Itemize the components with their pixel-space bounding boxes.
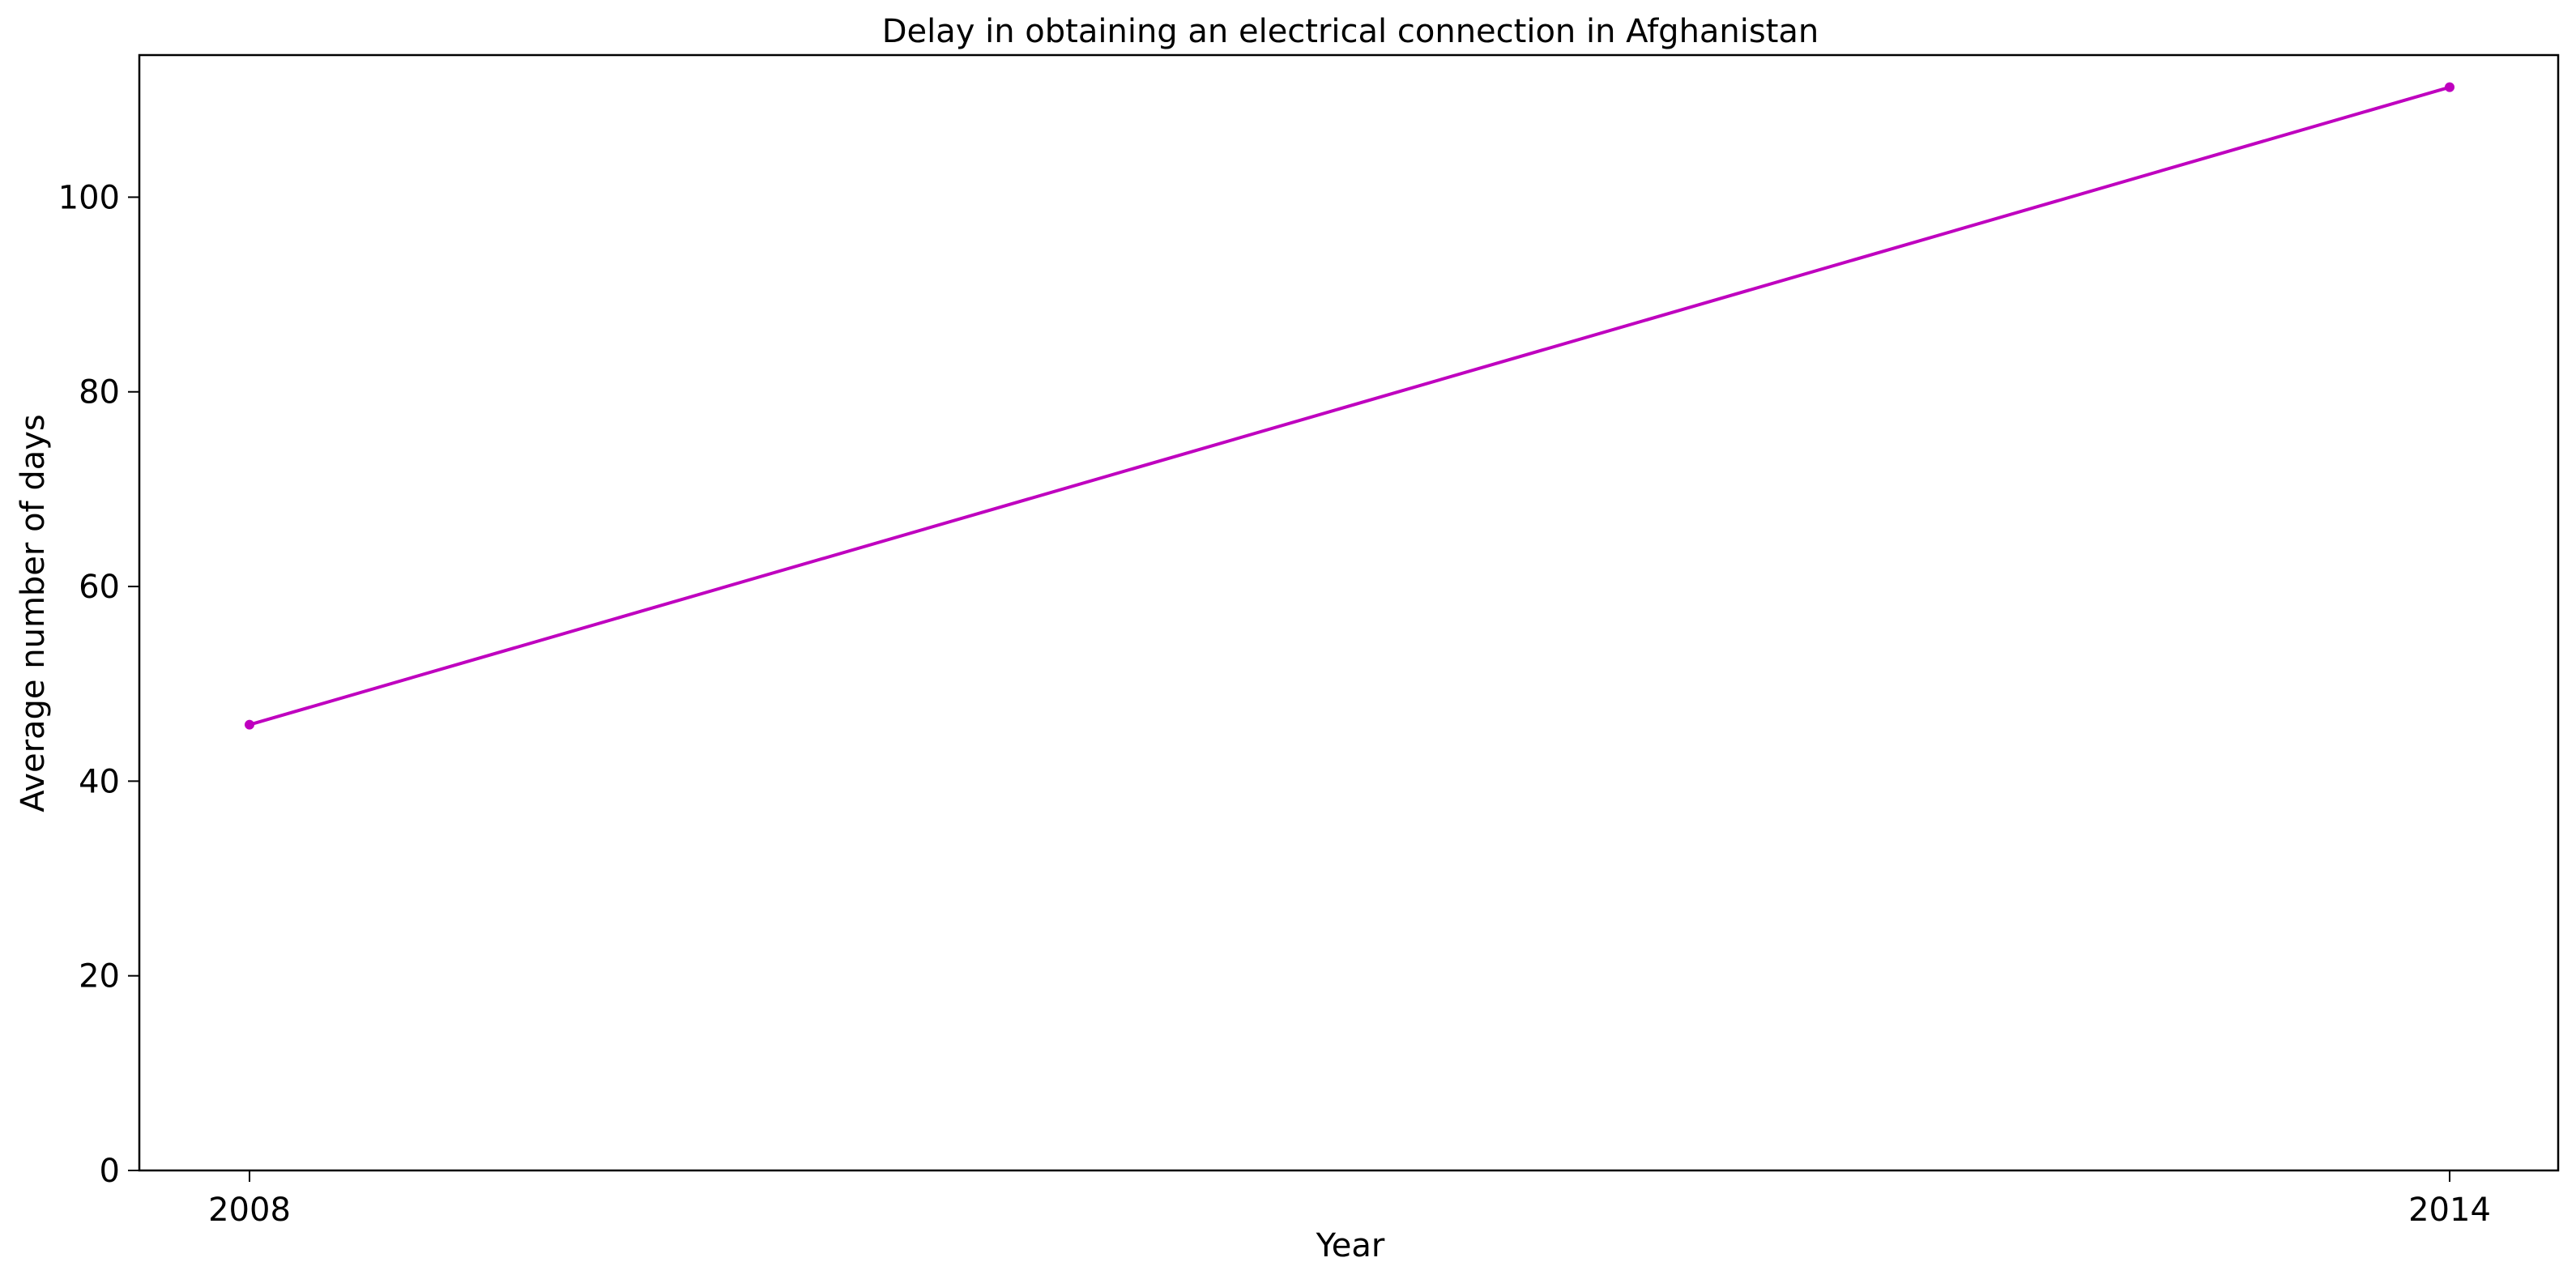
y-tick-label: 0 xyxy=(100,1153,120,1190)
y-tick-label: 20 xyxy=(79,958,120,995)
plot-area xyxy=(245,82,2454,730)
chart-title: Delay in obtaining an electrical connect… xyxy=(882,13,1819,50)
series-line xyxy=(249,85,2450,727)
data-point xyxy=(2445,82,2454,92)
y-axis-label: Average number of days xyxy=(15,414,52,812)
x-axis-ticks: 2008 2014 xyxy=(208,1170,2491,1229)
x-tick-label: 2014 xyxy=(2408,1192,2491,1229)
data-point xyxy=(245,719,254,730)
y-tick-label: 60 xyxy=(79,569,120,606)
y-tick-label: 100 xyxy=(58,179,120,216)
x-tick-label: 2008 xyxy=(208,1192,291,1229)
plot-frame xyxy=(138,53,2560,1172)
x-axis-label: Year xyxy=(1316,1227,1385,1264)
y-axis-ticks: 0 20 40 60 80 100 xyxy=(58,179,139,1190)
y-tick-label: 80 xyxy=(79,374,120,411)
y-tick-label: 40 xyxy=(79,763,120,800)
